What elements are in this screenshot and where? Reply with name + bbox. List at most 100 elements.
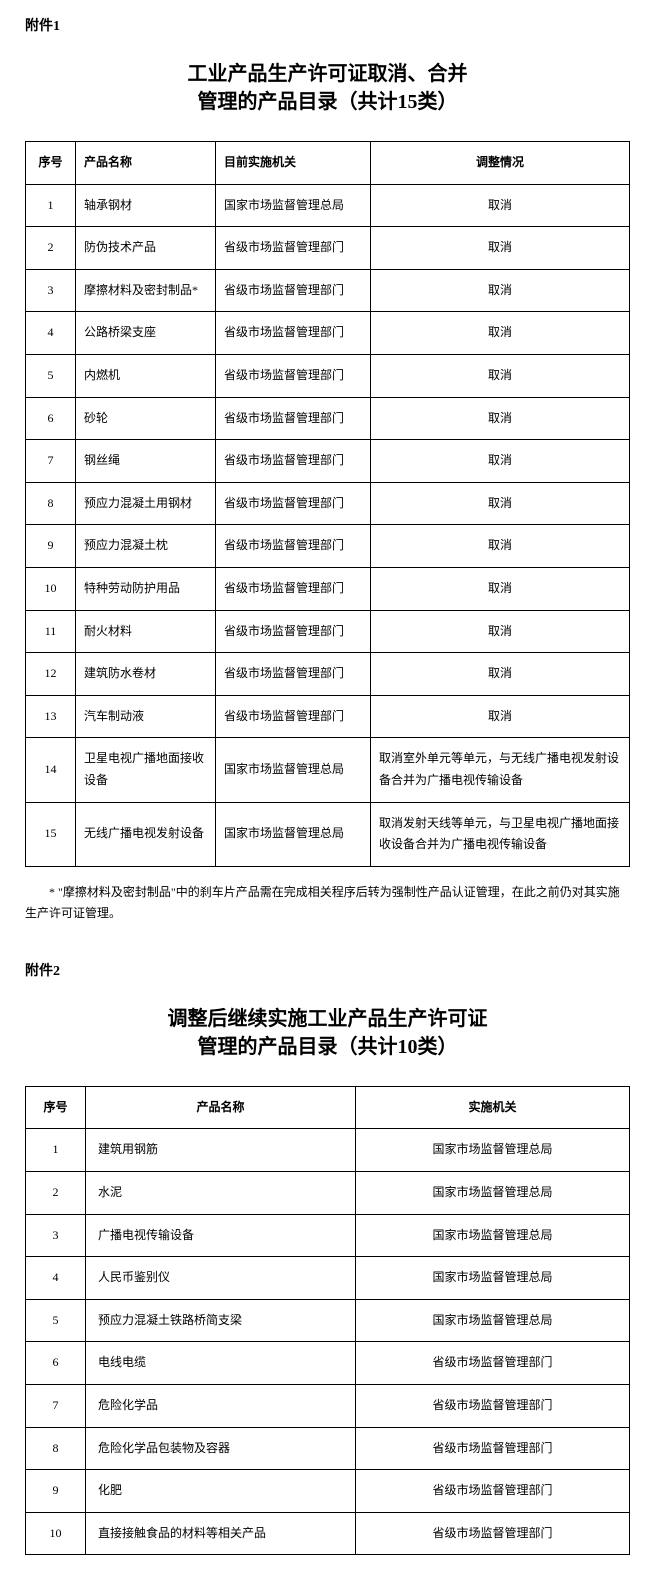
cell-agency: 国家市场监督管理总局 <box>356 1172 630 1215</box>
header-name: 产品名称 <box>86 1086 356 1129</box>
cell-name: 公路桥梁支座 <box>76 312 216 355</box>
table-row: 7钢丝绳省级市场监督管理部门取消 <box>26 440 630 483</box>
cell-seq: 9 <box>26 1470 86 1513</box>
cell-name: 耐火材料 <box>76 610 216 653</box>
cell-name: 危险化学品 <box>86 1385 356 1428</box>
cell-agency: 省级市场监督管理部门 <box>216 695 371 738</box>
cell-agency: 省级市场监督管理部门 <box>216 312 371 355</box>
cell-seq: 4 <box>26 312 76 355</box>
table-row: 1建筑用钢筋国家市场监督管理总局 <box>26 1129 630 1172</box>
cell-agency: 省级市场监督管理部门 <box>216 653 371 696</box>
cell-name: 轴承钢材 <box>76 184 216 227</box>
cell-agency: 省级市场监督管理部门 <box>216 354 371 397</box>
cell-agency: 国家市场监督管理总局 <box>216 802 371 866</box>
attachment1-title-line2: 管理的产品目录（共计15类） <box>25 88 630 116</box>
cell-agency: 省级市场监督管理部门 <box>356 1342 630 1385</box>
cell-name: 防伪技术产品 <box>76 227 216 270</box>
header-seq: 序号 <box>26 1086 86 1129</box>
table-row: 5预应力混凝土铁路桥简支梁国家市场监督管理总局 <box>26 1299 630 1342</box>
table-row: 1轴承钢材国家市场监督管理总局取消 <box>26 184 630 227</box>
table-row: 6电线电缆省级市场监督管理部门 <box>26 1342 630 1385</box>
table-row: 15无线广播电视发射设备国家市场监督管理总局取消发射天线等单元，与卫星电视广播地… <box>26 802 630 866</box>
attachment1-label: 附件1 <box>25 15 630 35</box>
cell-seq: 15 <box>26 802 76 866</box>
table-row: 13汽车制动液省级市场监督管理部门取消 <box>26 695 630 738</box>
cell-seq: 10 <box>26 1512 86 1555</box>
cell-name: 汽车制动液 <box>76 695 216 738</box>
cell-adjustment: 取消 <box>371 440 630 483</box>
cell-name: 无线广播电视发射设备 <box>76 802 216 866</box>
attachment2-title-line1: 调整后继续实施工业产品生产许可证 <box>25 1005 630 1033</box>
cell-seq: 8 <box>26 482 76 525</box>
table-row: 2水泥国家市场监督管理总局 <box>26 1172 630 1215</box>
attachment1-table: 序号 产品名称 目前实施机关 调整情况 1轴承钢材国家市场监督管理总局取消2防伪… <box>25 141 630 867</box>
attachment2-table: 序号 产品名称 实施机关 1建筑用钢筋国家市场监督管理总局2水泥国家市场监督管理… <box>25 1086 630 1556</box>
cell-name: 预应力混凝土枕 <box>76 525 216 568</box>
cell-adjustment: 取消 <box>371 482 630 525</box>
table-row: 8危险化学品包装物及容器省级市场监督管理部门 <box>26 1427 630 1470</box>
table-row: 4公路桥梁支座省级市场监督管理部门取消 <box>26 312 630 355</box>
table-header-row: 序号 产品名称 目前实施机关 调整情况 <box>26 142 630 185</box>
cell-agency: 省级市场监督管理部门 <box>356 1385 630 1428</box>
cell-agency: 省级市场监督管理部门 <box>216 397 371 440</box>
cell-seq: 5 <box>26 1299 86 1342</box>
cell-agency: 省级市场监督管理部门 <box>216 610 371 653</box>
cell-adjustment: 取消室外单元等单元，与无线广播电视发射设备合并为广播电视传输设备 <box>371 738 630 802</box>
cell-seq: 2 <box>26 227 76 270</box>
cell-adjustment: 取消 <box>371 525 630 568</box>
cell-agency: 省级市场监督管理部门 <box>356 1427 630 1470</box>
table-row: 3摩擦材料及密封制品*省级市场监督管理部门取消 <box>26 269 630 312</box>
cell-agency: 省级市场监督管理部门 <box>216 440 371 483</box>
cell-name: 钢丝绳 <box>76 440 216 483</box>
cell-seq: 6 <box>26 397 76 440</box>
attachment2-title-line2: 管理的产品目录（共计10类） <box>25 1033 630 1061</box>
cell-seq: 4 <box>26 1257 86 1300</box>
header-agency: 实施机关 <box>356 1086 630 1129</box>
cell-seq: 9 <box>26 525 76 568</box>
attachment1-title: 工业产品生产许可证取消、合并 管理的产品目录（共计15类） <box>25 60 630 116</box>
cell-seq: 3 <box>26 1214 86 1257</box>
table-row: 11耐火材料省级市场监督管理部门取消 <box>26 610 630 653</box>
cell-agency: 国家市场监督管理总局 <box>356 1257 630 1300</box>
cell-seq: 7 <box>26 1385 86 1428</box>
cell-seq: 14 <box>26 738 76 802</box>
cell-agency: 国家市场监督管理总局 <box>216 738 371 802</box>
table-row: 9化肥省级市场监督管理部门 <box>26 1470 630 1513</box>
cell-agency: 省级市场监督管理部门 <box>356 1470 630 1513</box>
cell-name: 人民币鉴别仪 <box>86 1257 356 1300</box>
cell-agency: 省级市场监督管理部门 <box>216 525 371 568</box>
cell-name: 砂轮 <box>76 397 216 440</box>
table-row: 2防伪技术产品省级市场监督管理部门取消 <box>26 227 630 270</box>
cell-seq: 7 <box>26 440 76 483</box>
cell-name: 预应力混凝土用钢材 <box>76 482 216 525</box>
cell-seq: 13 <box>26 695 76 738</box>
table-row: 5内燃机省级市场监督管理部门取消 <box>26 354 630 397</box>
table-row: 9预应力混凝土枕省级市场监督管理部门取消 <box>26 525 630 568</box>
cell-name: 特种劳动防护用品 <box>76 567 216 610</box>
cell-name: 摩擦材料及密封制品* <box>76 269 216 312</box>
cell-agency: 省级市场监督管理部门 <box>216 567 371 610</box>
header-name: 产品名称 <box>76 142 216 185</box>
cell-seq: 12 <box>26 653 76 696</box>
cell-name: 水泥 <box>86 1172 356 1215</box>
cell-name: 建筑用钢筋 <box>86 1129 356 1172</box>
cell-seq: 10 <box>26 567 76 610</box>
cell-agency: 国家市场监督管理总局 <box>356 1299 630 1342</box>
cell-name: 化肥 <box>86 1470 356 1513</box>
cell-seq: 5 <box>26 354 76 397</box>
header-seq: 序号 <box>26 142 76 185</box>
table-row: 12建筑防水卷材省级市场监督管理部门取消 <box>26 653 630 696</box>
cell-seq: 6 <box>26 1342 86 1385</box>
cell-adjustment: 取消 <box>371 269 630 312</box>
cell-name: 建筑防水卷材 <box>76 653 216 696</box>
cell-adjustment: 取消 <box>371 567 630 610</box>
cell-seq: 11 <box>26 610 76 653</box>
cell-adjustment: 取消发射天线等单元，与卫星电视广播地面接收设备合并为广播电视传输设备 <box>371 802 630 866</box>
cell-name: 预应力混凝土铁路桥简支梁 <box>86 1299 356 1342</box>
cell-adjustment: 取消 <box>371 227 630 270</box>
table-row: 7危险化学品省级市场监督管理部门 <box>26 1385 630 1428</box>
attachment1-title-line1: 工业产品生产许可证取消、合并 <box>25 60 630 88</box>
cell-name: 直接接触食品的材料等相关产品 <box>86 1512 356 1555</box>
cell-agency: 国家市场监督管理总局 <box>356 1129 630 1172</box>
table-header-row: 序号 产品名称 实施机关 <box>26 1086 630 1129</box>
